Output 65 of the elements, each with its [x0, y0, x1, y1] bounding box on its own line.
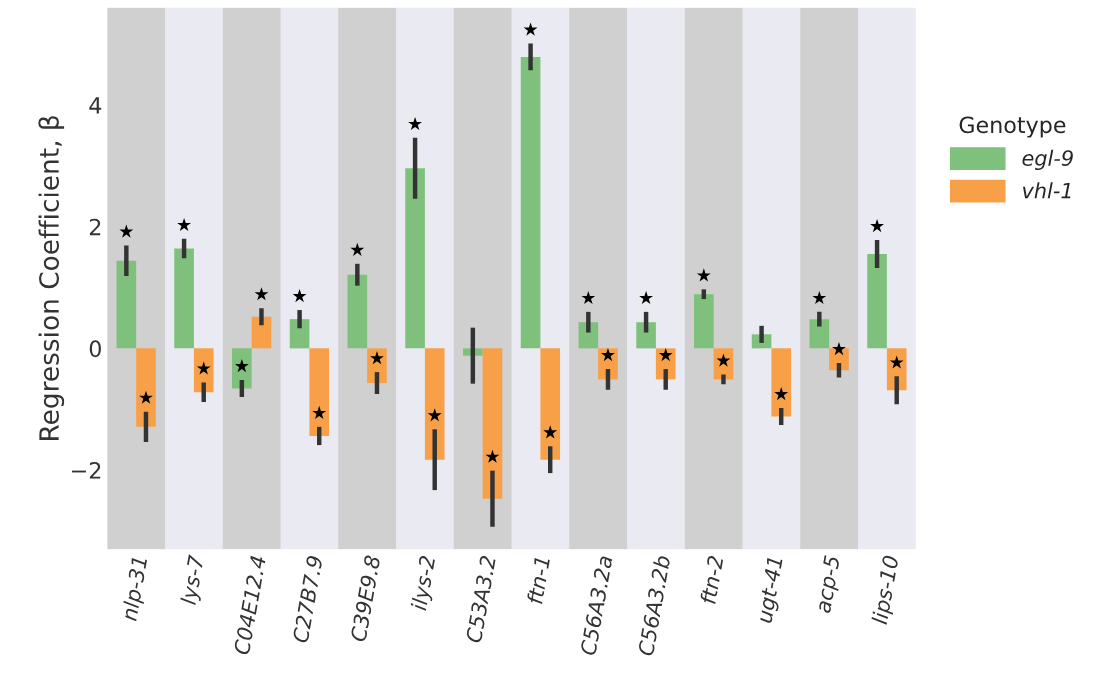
legend-label: egl-9 — [1022, 149, 1073, 171]
data-label: ★ — [889, 355, 904, 369]
bar — [694, 294, 714, 349]
legend-label: vhl-1 — [1023, 182, 1071, 199]
x-tick-label: ugt-41 — [756, 557, 787, 624]
x-tick-label: C56A3.2b — [637, 554, 671, 657]
data-label: ★ — [812, 290, 827, 305]
data-label: ★ — [696, 268, 711, 282]
x-tick-label: ftn-2 — [699, 555, 724, 605]
bar — [809, 319, 830, 349]
y-tick-label: 0 — [89, 340, 101, 358]
x-tick-label: C27B7.9 — [292, 555, 323, 644]
x-tick-label: C56A3.2a — [579, 555, 613, 656]
y-tick-label: 2 — [89, 218, 101, 236]
data-label: ★ — [523, 22, 538, 36]
bar — [116, 260, 137, 349]
x-tick-label: C53A3.2 — [465, 555, 497, 644]
bar — [309, 348, 330, 436]
data-label: ★ — [658, 348, 673, 362]
bar — [540, 348, 561, 460]
data-label: ★ — [427, 408, 442, 422]
x-tick-label: lips-10 — [871, 555, 903, 626]
y-axis-title: Regression Coefficient, β — [38, 116, 65, 440]
data-label: ★ — [581, 290, 596, 305]
data-label: ★ — [234, 359, 249, 373]
data-label: ★ — [312, 405, 327, 420]
bar — [405, 168, 425, 349]
bar — [636, 322, 656, 349]
x-tick-label: ilys-2 — [410, 555, 440, 612]
data-label: ★ — [870, 219, 884, 233]
bar — [232, 348, 252, 389]
bar — [136, 348, 156, 427]
data-label: ★ — [543, 425, 558, 439]
x-tick-label: C39E9.8 — [350, 554, 381, 642]
y-tick-label: −2 — [72, 462, 101, 479]
x-tick-label: lys-7 — [179, 554, 209, 606]
x-tick-label: C04E12.4 — [233, 555, 267, 656]
data-label: ★ — [292, 289, 307, 303]
data-label: ★ — [716, 353, 731, 367]
data-label: ★ — [601, 348, 615, 362]
data-label: ★ — [196, 361, 211, 375]
bar — [520, 56, 541, 349]
data-label: ★ — [370, 351, 384, 365]
bar — [174, 248, 194, 349]
bar — [867, 254, 887, 349]
bar — [771, 348, 792, 417]
data-label: ★ — [639, 290, 653, 305]
x-tick-label: ftn-1 — [526, 557, 550, 605]
bar — [424, 348, 445, 460]
x-tick-label: nlp-31 — [120, 557, 152, 623]
bar — [193, 348, 214, 393]
data-label: ★ — [119, 224, 134, 238]
y-tick-label: 4 — [89, 97, 102, 114]
x-tick-label: acp-5 — [814, 555, 844, 614]
bar — [347, 274, 368, 349]
data-label: ★ — [774, 387, 789, 401]
data-label: ★ — [139, 390, 153, 404]
data-label: ★ — [832, 341, 846, 356]
data-label: ★ — [254, 287, 269, 301]
data-label: ★ — [485, 449, 500, 463]
legend-title: Genotype — [959, 116, 1066, 138]
data-label: ★ — [350, 242, 365, 256]
bar — [482, 348, 503, 499]
data-label: ★ — [408, 116, 422, 131]
data-label: ★ — [177, 217, 192, 232]
